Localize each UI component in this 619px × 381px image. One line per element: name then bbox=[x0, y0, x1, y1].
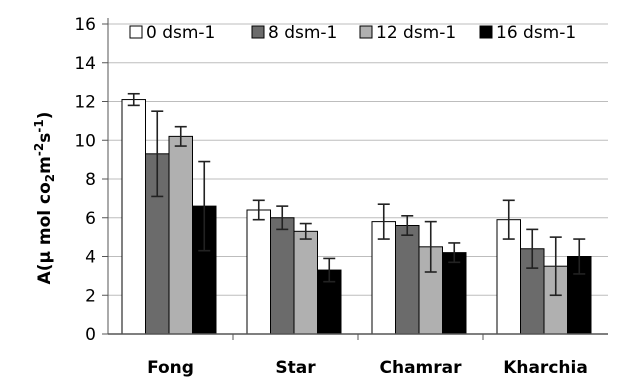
legend-label-0: 0 dsm-1 bbox=[146, 23, 215, 43]
bar-chamrar-3 bbox=[442, 252, 467, 335]
legend-swatch-0 bbox=[129, 25, 143, 39]
bar-star-1 bbox=[270, 217, 295, 335]
legend-swatch-2 bbox=[359, 25, 373, 39]
y-axis-label-prefix: A( bbox=[35, 264, 55, 285]
y-tick-label-10: 10 bbox=[74, 131, 96, 151]
category-label-chamrar: Chamrar bbox=[379, 358, 462, 378]
error-bars bbox=[127, 92, 586, 297]
legend-label-3: 16 dsm-1 bbox=[496, 23, 576, 43]
y-axis-label-sup1: -2 bbox=[32, 143, 46, 156]
bar-star-0 bbox=[246, 209, 271, 335]
bars bbox=[121, 99, 592, 335]
y-tick-labels: 0 2 4 6 8 10 12 14 16 bbox=[74, 15, 96, 345]
y-tick-label-2: 2 bbox=[85, 286, 96, 306]
legend: 0 dsm-1 8 dsm-1 12 dsm-1 16 dsm-1 bbox=[129, 23, 576, 43]
y-tick-label-16: 16 bbox=[74, 15, 96, 35]
y-tick-label-4: 4 bbox=[85, 248, 96, 268]
bar-fong-0 bbox=[121, 99, 146, 335]
legend-swatch-1 bbox=[251, 25, 265, 39]
y-axis-label-part3: s bbox=[35, 133, 55, 143]
y-axis-label-mu: μ bbox=[35, 251, 55, 264]
y-tick-label-14: 14 bbox=[74, 54, 96, 74]
legend-swatch-3 bbox=[479, 25, 493, 39]
y-axis-label-sup2: -1 bbox=[32, 119, 46, 132]
category-label-kharchia: Kharchia bbox=[503, 358, 588, 378]
y-axis-label-suffix: ) bbox=[35, 112, 55, 120]
category-label-fong: Fong bbox=[147, 358, 194, 378]
y-axis-label-sub: 2 bbox=[43, 174, 57, 182]
y-tick-label-0: 0 bbox=[85, 325, 96, 345]
bar-star-2 bbox=[293, 230, 318, 335]
y-axis-label: A(μ mol co2m-2s-1) bbox=[32, 112, 57, 285]
legend-label-1: 8 dsm-1 bbox=[268, 23, 337, 43]
axes bbox=[102, 18, 608, 340]
category-label-star: Star bbox=[275, 358, 316, 378]
y-tick-label-6: 6 bbox=[85, 209, 96, 229]
x-category-labels: Fong Star Chamrar Kharchia bbox=[147, 358, 588, 378]
legend-label-2: 12 dsm-1 bbox=[376, 23, 456, 43]
y-tick-label-8: 8 bbox=[85, 170, 96, 190]
y-axis-label-part1: mol co bbox=[35, 182, 55, 251]
bar-chamrar-1 bbox=[395, 225, 420, 335]
y-tick-label-12: 12 bbox=[74, 93, 96, 113]
bar-fong-2 bbox=[168, 135, 193, 335]
y-axis-label-part2: m bbox=[35, 156, 55, 174]
